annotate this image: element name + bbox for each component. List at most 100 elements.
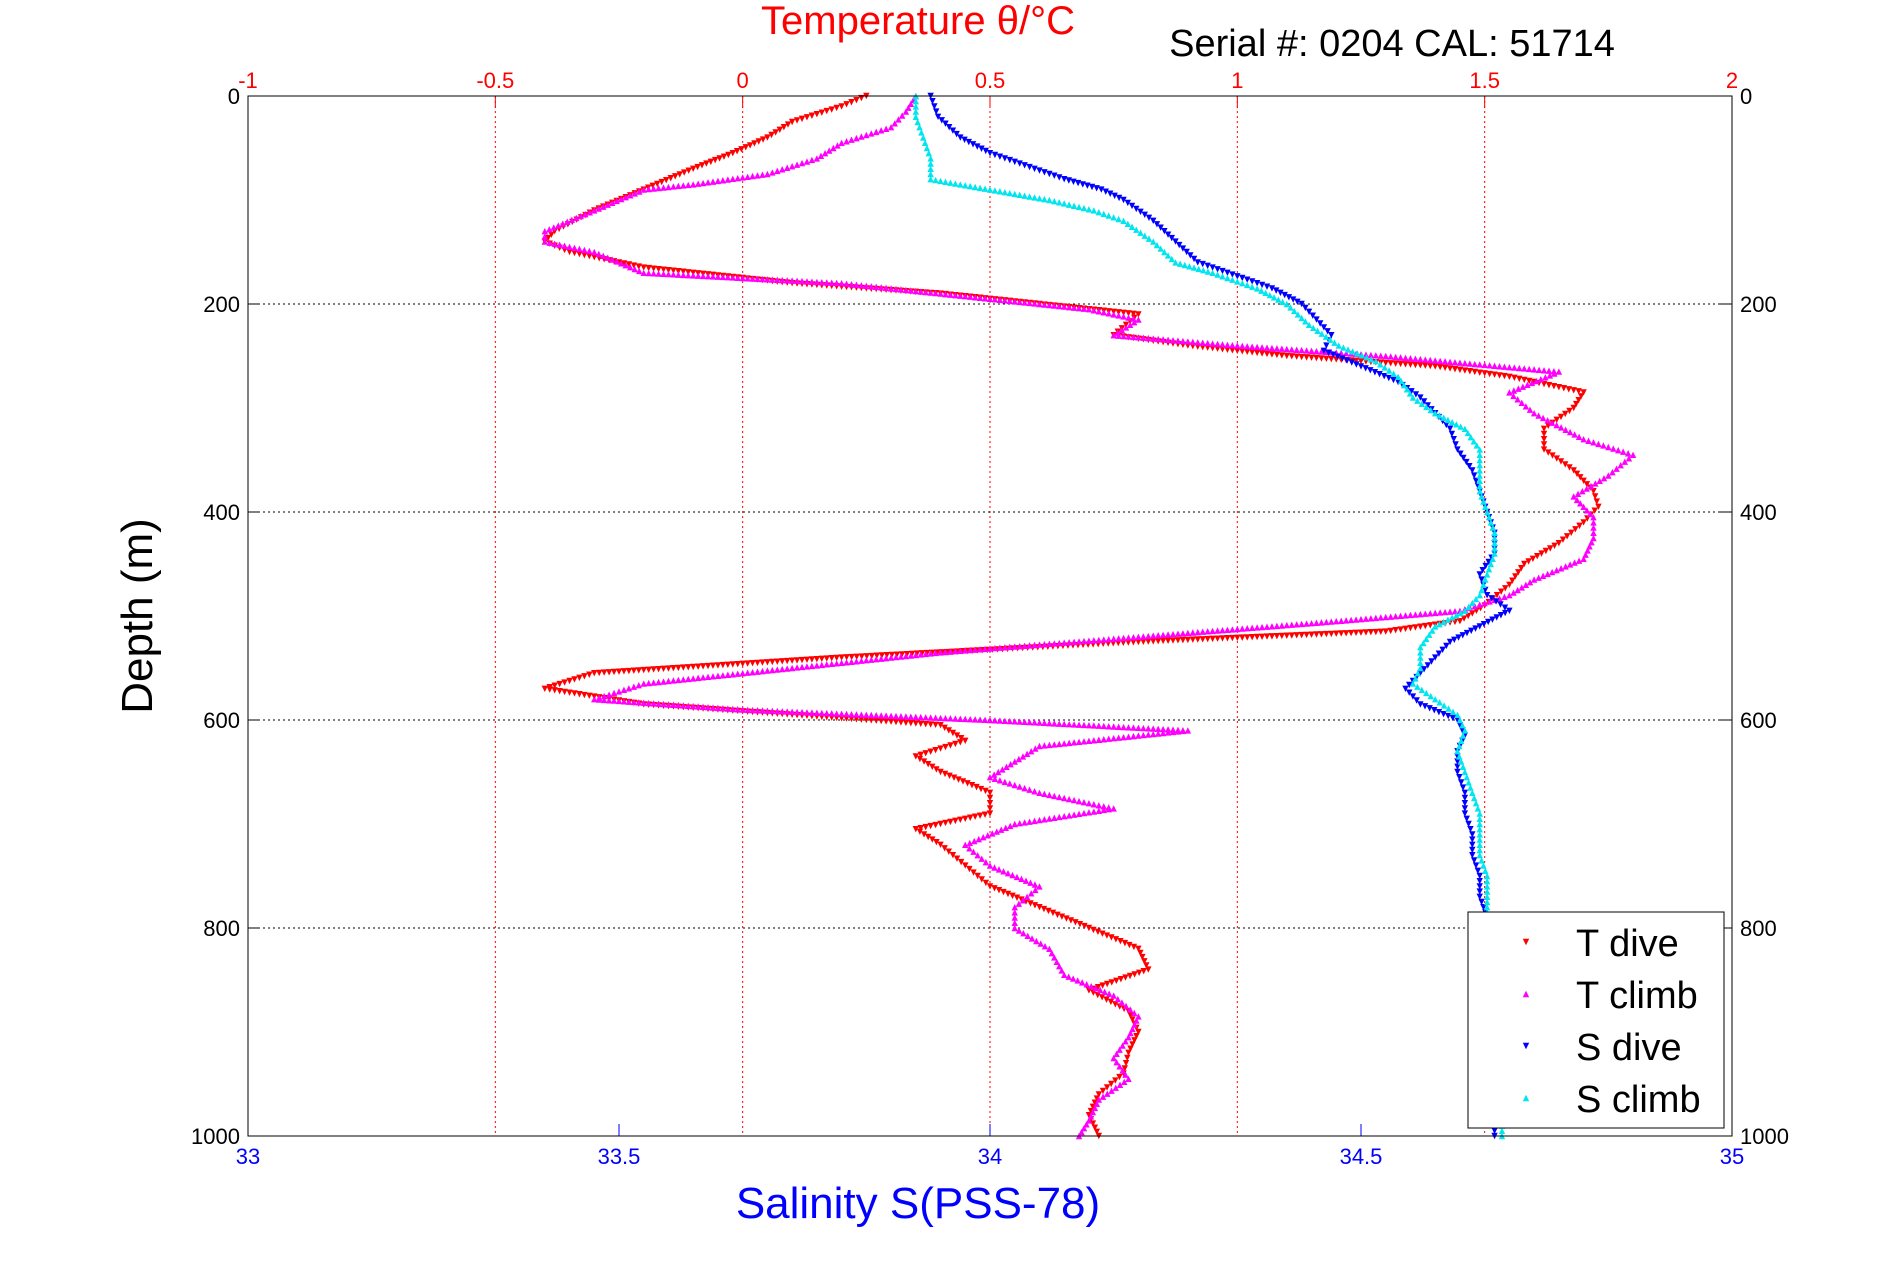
data-point [999,766,1006,773]
data-point [576,691,583,698]
data-point [1316,320,1324,327]
data-point [1085,306,1093,313]
data-point [1168,255,1175,263]
data-point [640,264,647,271]
data-point [690,702,697,710]
data-point [783,657,791,665]
data-point [1041,790,1048,798]
data-point [971,183,979,191]
data-point [1605,472,1612,479]
data-point [541,233,548,240]
data-point [685,167,692,174]
data-point [1075,797,1083,805]
data-point [1021,819,1028,826]
data-point [724,176,732,183]
data-point [576,674,583,682]
data-point [986,645,994,652]
data-point [848,99,855,106]
data-point [724,671,732,678]
temp-tick-label: 1 [1231,68,1243,93]
data-point [1056,302,1063,310]
data-point [1051,720,1058,727]
data-point [1348,359,1355,366]
data-point [798,115,806,123]
data-point [1298,300,1305,308]
data-point [1031,194,1038,201]
data-point [877,717,885,725]
data-point [1461,367,1469,374]
data-point [600,692,608,700]
data-point [1506,592,1513,599]
data-point [986,789,994,796]
data-point [1135,969,1143,976]
data-point [1489,616,1496,623]
data-point [882,654,890,662]
data-point [571,249,578,257]
data-point [1141,958,1148,965]
data-point [1016,718,1023,725]
data-point [1362,615,1370,622]
data-point [903,650,911,658]
data-point [1362,629,1370,636]
data-point [818,655,826,663]
data-point [1342,350,1350,357]
data-point [981,295,989,302]
data-point [1310,324,1317,331]
data-point [1436,357,1444,365]
data-point [937,177,944,185]
data-point [1583,485,1590,492]
data-point [645,666,652,673]
data-point [1263,633,1271,640]
data-point [933,766,940,773]
data-point [947,648,954,655]
data-point [1006,643,1013,651]
data-point [1024,932,1031,939]
data-point [1456,716,1464,724]
data-point [1273,287,1280,294]
data-point [1061,813,1068,820]
data-point [1385,374,1393,382]
data-point [1460,615,1468,622]
data-point [1161,248,1168,256]
data-point [868,717,875,724]
data-point [877,712,885,719]
data-point [1114,995,1121,1003]
data-point [1308,631,1315,638]
data-point [971,646,979,653]
data-point [1137,229,1144,236]
data-point [1065,795,1073,803]
data-point [1392,627,1399,634]
data-point [1087,1113,1095,1120]
data-point [945,727,952,734]
data-point [1224,635,1231,642]
data-point [1417,623,1424,630]
data-point [1501,604,1509,611]
data-point [1483,878,1491,885]
data-point [1135,334,1142,341]
data-point [1045,907,1052,915]
data-point [1460,454,1467,462]
data-point [788,277,796,284]
data-point [1287,304,1294,311]
data-point [1273,622,1281,630]
data-point [1417,670,1424,677]
data-point [1195,265,1202,273]
data-point [571,690,578,697]
data-point [1446,365,1454,372]
data-point [1288,346,1295,353]
data-point [625,667,633,675]
data-point [719,672,727,679]
data-point [1108,1087,1115,1094]
data-point [604,201,611,208]
data-point [1313,316,1320,323]
data-point [1510,387,1518,394]
data-point [665,677,672,685]
data-point [970,869,977,876]
data-point [1318,348,1325,355]
data-point [1150,238,1157,245]
data-point [843,659,850,666]
data-point [1476,488,1483,495]
data-point [927,165,934,172]
data-point [1328,618,1335,625]
data-point [1219,346,1226,353]
